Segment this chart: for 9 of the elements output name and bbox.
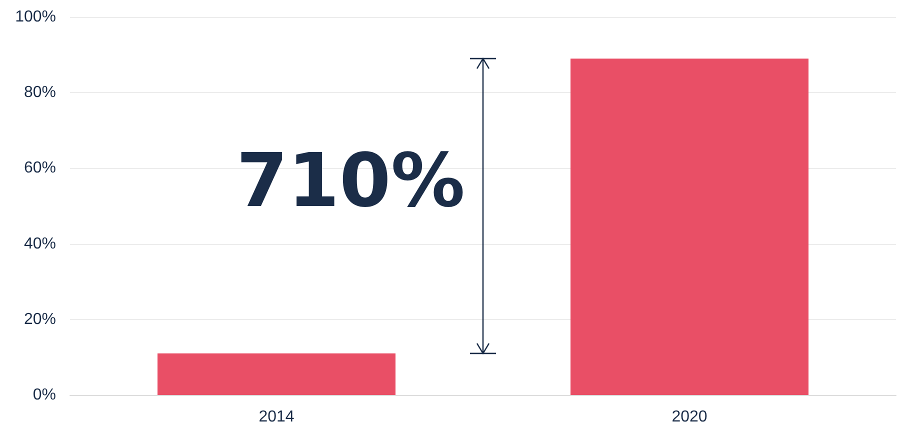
y-tick-label: 20% [24,310,56,328]
annotation: 710% [236,138,465,224]
y-tick-label: 80% [24,84,56,102]
y-tick-label: 40% [24,235,56,252]
y-tick-label: 100% [15,8,56,26]
x-tick-label: 2014 [258,408,294,426]
y-tick-label: 0% [32,386,56,404]
x-tick-label: 2020 [672,408,708,426]
y-tick-label: 60% [24,160,56,177]
